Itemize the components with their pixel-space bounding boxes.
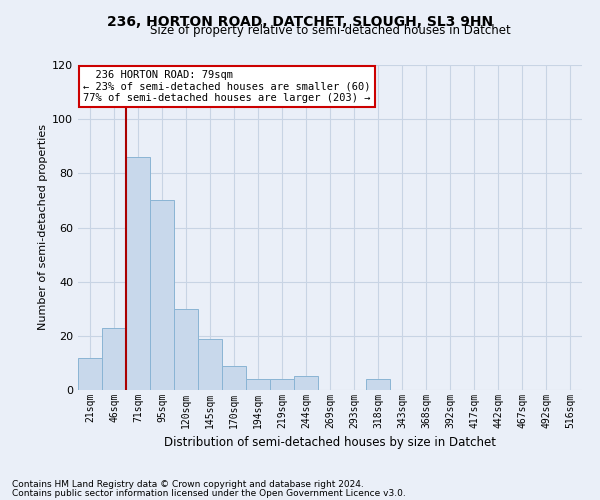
Text: 236 HORTON ROAD: 79sqm
← 23% of semi-detached houses are smaller (60)
77% of sem: 236 HORTON ROAD: 79sqm ← 23% of semi-det…	[83, 70, 371, 103]
Text: Contains HM Land Registry data © Crown copyright and database right 2024.: Contains HM Land Registry data © Crown c…	[12, 480, 364, 489]
Y-axis label: Number of semi-detached properties: Number of semi-detached properties	[38, 124, 48, 330]
Title: Size of property relative to semi-detached houses in Datchet: Size of property relative to semi-detach…	[149, 24, 511, 38]
Text: 236, HORTON ROAD, DATCHET, SLOUGH, SL3 9HN: 236, HORTON ROAD, DATCHET, SLOUGH, SL3 9…	[107, 15, 493, 29]
Text: Contains public sector information licensed under the Open Government Licence v3: Contains public sector information licen…	[12, 488, 406, 498]
Bar	[174, 308, 198, 390]
Bar	[150, 200, 174, 390]
Bar	[222, 366, 246, 390]
Bar	[294, 376, 318, 390]
Bar	[78, 358, 102, 390]
Bar	[270, 379, 294, 390]
Bar	[198, 338, 222, 390]
Bar	[126, 157, 150, 390]
Bar	[246, 379, 270, 390]
Bar	[102, 328, 126, 390]
Bar	[366, 379, 390, 390]
X-axis label: Distribution of semi-detached houses by size in Datchet: Distribution of semi-detached houses by …	[164, 436, 496, 450]
